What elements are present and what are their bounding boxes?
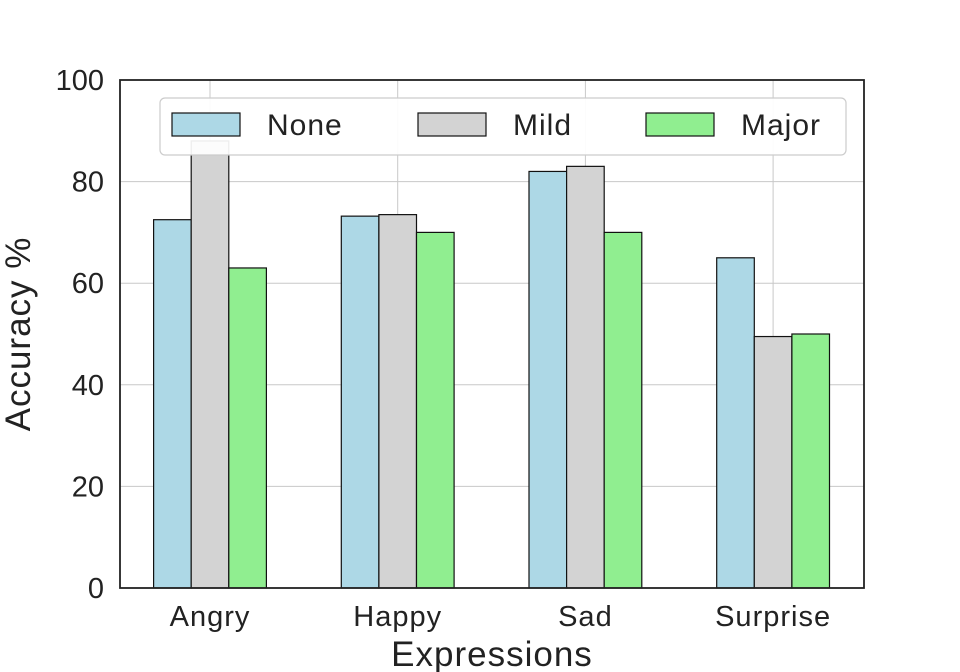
legend-label-mild: Mild [513, 109, 572, 142]
bar-mild-happy [378, 214, 418, 589]
y-tick-label: 80 [72, 167, 104, 199]
y-tick-label: 60 [72, 268, 104, 300]
x-tick-label: Surprise [715, 601, 831, 633]
y-tick-label: 100 [56, 65, 104, 97]
y-axis-label: Accuracy % [0, 237, 38, 432]
legend-label-none: None [267, 109, 343, 142]
bar-none-angry [153, 219, 192, 589]
x-tick-label: Happy [353, 601, 442, 633]
legend-swatch-major [645, 112, 715, 137]
bars [153, 140, 831, 589]
bar-major-happy [415, 231, 455, 589]
bar-major-sad [603, 231, 643, 589]
legend-swatch-mild [417, 112, 487, 137]
x-axis-label: Expressions [391, 635, 593, 672]
bar-major-angry [228, 267, 268, 589]
bar-none-happy [340, 215, 380, 589]
legend: None Mild Major [159, 97, 847, 156]
bar-mild-surprise [753, 335, 793, 589]
legend-box [159, 97, 847, 156]
bar-major-surprise [791, 333, 831, 589]
y-axis-ticks: 0 20 40 60 80 100 [56, 65, 104, 605]
bar-none-surprise [716, 257, 755, 589]
x-tick-label: Sad [558, 601, 613, 633]
x-tick-label: Angry [170, 601, 251, 633]
legend-label-major: Major [741, 109, 821, 142]
y-tick-label: 0 [88, 573, 104, 605]
legend-swatch-none [171, 112, 241, 137]
y-tick-label: 20 [72, 471, 104, 503]
y-tick-label: 40 [72, 370, 104, 402]
bar-mild-sad [565, 165, 605, 589]
plot-area-frame [119, 79, 865, 589]
bar-mild-angry [190, 140, 230, 589]
bar-none-sad [528, 170, 568, 589]
x-axis-ticks: Angry Happy Sad Surprise [170, 601, 831, 633]
